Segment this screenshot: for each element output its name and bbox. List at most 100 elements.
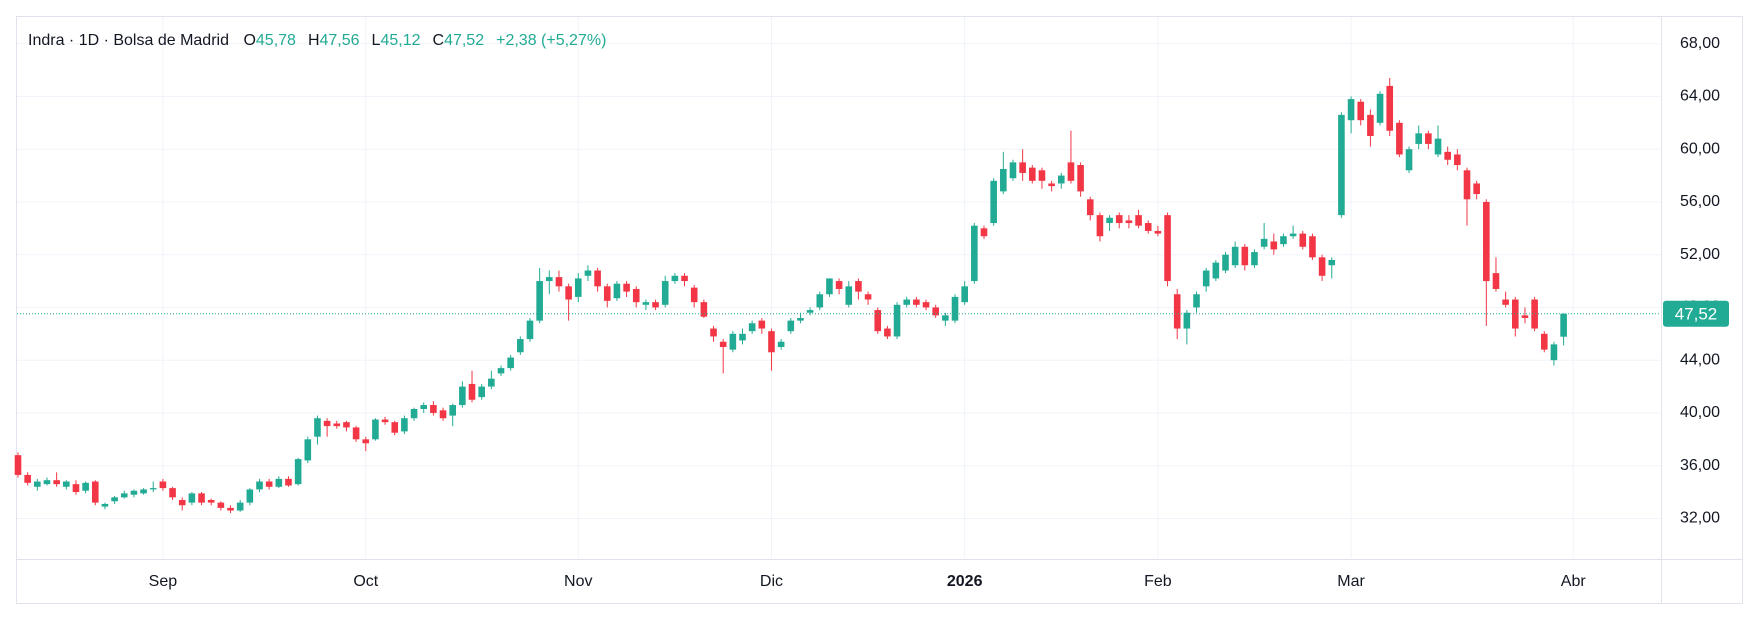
candle-body xyxy=(1560,313,1567,337)
last-price-label: 47,52 xyxy=(1675,304,1718,323)
candle-body xyxy=(913,299,920,305)
candle-body xyxy=(874,310,882,332)
candle-body xyxy=(855,281,862,292)
y-tick-label: 52,00 xyxy=(1680,246,1720,263)
candle-body xyxy=(603,286,611,301)
candle-body xyxy=(1550,344,1558,361)
candle-body xyxy=(1038,170,1046,181)
candle-body xyxy=(343,422,350,428)
candle-body xyxy=(671,275,679,282)
candle-body xyxy=(430,405,437,413)
x-tick-label: 2026 xyxy=(947,573,983,590)
candle-body xyxy=(1202,270,1210,287)
candle-body xyxy=(1164,215,1171,282)
candle-body xyxy=(1173,294,1181,329)
candle-body xyxy=(1540,333,1548,350)
candle-body xyxy=(1289,233,1297,237)
legend-key: C xyxy=(433,32,445,49)
candle-body xyxy=(285,478,292,486)
candle-body xyxy=(391,422,399,433)
candle-body xyxy=(14,455,22,475)
legend-key: H xyxy=(308,32,320,49)
candle-body xyxy=(468,383,476,400)
candle-body xyxy=(1135,215,1142,226)
candle-body xyxy=(1009,162,1017,179)
x-tick-label: Dic xyxy=(760,573,783,590)
candle-body xyxy=(845,286,853,305)
candle-body xyxy=(34,481,41,487)
candle-body xyxy=(594,270,601,287)
candle-body xyxy=(942,315,949,321)
candle-body xyxy=(1000,168,1007,192)
candle-body xyxy=(1260,238,1268,247)
candle-body xyxy=(719,341,727,348)
candle-body xyxy=(1231,246,1239,266)
candle-body xyxy=(140,489,147,494)
candle-body xyxy=(256,481,263,490)
candle-body xyxy=(584,270,592,276)
candle-body xyxy=(53,480,60,485)
candle-body xyxy=(381,419,389,423)
candle-body xyxy=(710,328,717,337)
candle-body xyxy=(1425,133,1432,144)
candle-body xyxy=(188,493,196,503)
candle-body xyxy=(1531,299,1538,329)
candle-body xyxy=(1251,252,1258,266)
candle-body xyxy=(835,281,843,289)
candle-body xyxy=(632,288,640,303)
candle-body xyxy=(806,310,814,313)
candle-body xyxy=(681,275,688,282)
candle-body xyxy=(1512,299,1519,329)
candle-body xyxy=(1096,215,1104,237)
candle-body xyxy=(1241,246,1249,266)
candle-body xyxy=(362,439,370,444)
candle-body xyxy=(826,278,833,295)
candle-body xyxy=(478,386,485,398)
candle-body xyxy=(758,320,766,329)
candle-body xyxy=(1521,315,1529,318)
legend-change: +2,38 (+5,27%) xyxy=(496,32,606,49)
candle-body xyxy=(661,281,669,305)
chart-frame xyxy=(16,16,1743,604)
candle-body xyxy=(1029,167,1036,181)
x-tick-label: Abr xyxy=(1561,573,1587,590)
candle-body xyxy=(236,502,244,511)
candle-body xyxy=(120,493,128,498)
y-tick-label: 44,00 xyxy=(1680,351,1720,368)
candle-body xyxy=(1396,122,1403,155)
y-tick-label: 56,00 xyxy=(1680,193,1720,210)
candle-body xyxy=(227,507,234,511)
x-tick-label: Sep xyxy=(149,573,178,590)
candle-body xyxy=(1338,114,1345,216)
candle-body xyxy=(777,341,785,348)
candle-body xyxy=(207,499,215,503)
legend-key: L xyxy=(372,32,381,49)
candle-body xyxy=(1144,223,1152,231)
candle-body xyxy=(130,490,138,495)
candle-body xyxy=(1067,162,1075,181)
candle-body xyxy=(217,502,225,508)
candle-body xyxy=(198,493,205,503)
candle-body xyxy=(864,294,872,300)
candle-body xyxy=(420,405,428,409)
candle-body xyxy=(1193,294,1200,308)
candle-body xyxy=(980,228,988,237)
candle-body xyxy=(372,419,379,440)
legend-value: 45,78 xyxy=(256,32,296,49)
candle-body xyxy=(178,499,186,506)
candle-body xyxy=(884,328,891,337)
candle-body xyxy=(922,302,930,308)
legend-key: O xyxy=(243,32,255,49)
candle-body xyxy=(546,277,553,282)
y-tick-label: 60,00 xyxy=(1680,140,1720,157)
candle-body xyxy=(159,481,167,489)
candle-body xyxy=(1454,154,1461,166)
candle-body xyxy=(1434,138,1442,155)
candle-body xyxy=(1473,183,1480,195)
candle-body xyxy=(613,283,621,299)
candle-body xyxy=(1183,312,1191,329)
candle-body xyxy=(82,482,89,491)
candle-body xyxy=(623,283,630,292)
candle-body xyxy=(314,418,321,437)
